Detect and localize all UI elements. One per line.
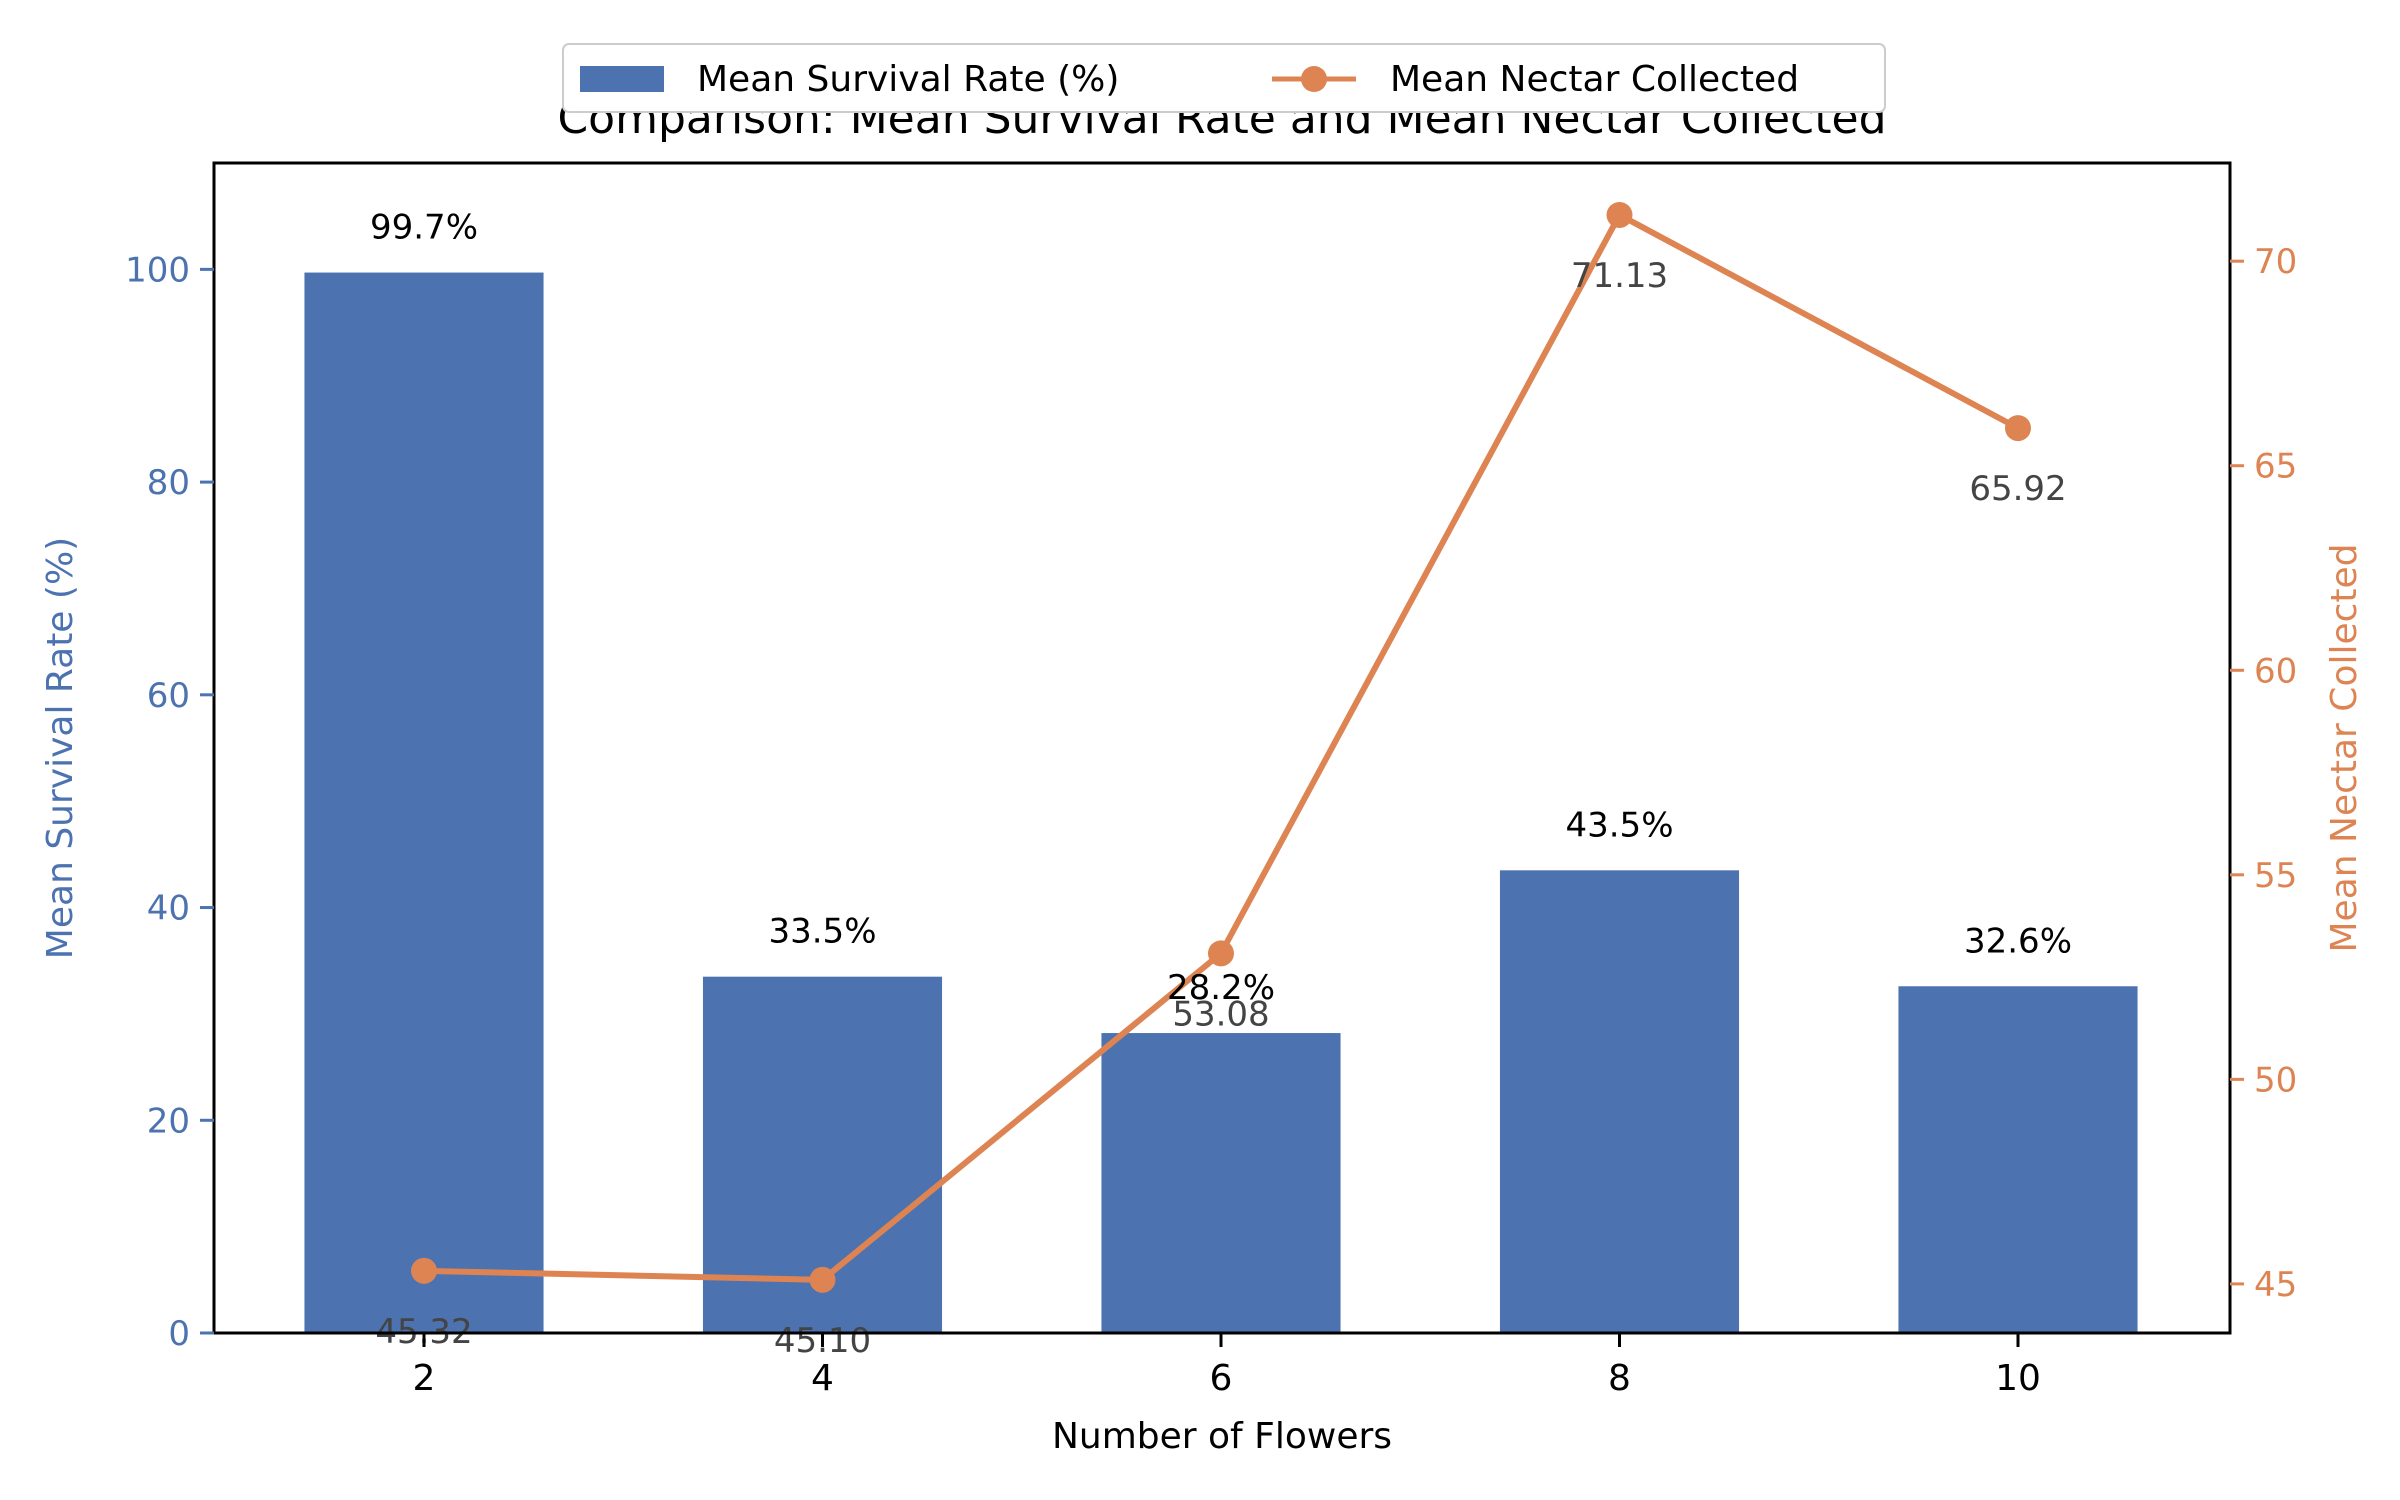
plot-area: 99.7%33.5%28.2%43.5%32.6%45.32 45.1053.08…: [212, 161, 2232, 1361]
right-tick-label: 45: [2254, 1265, 2297, 1305]
nectar-point-10: [2005, 415, 2031, 442]
x-tick-label: 6: [1210, 1358, 1233, 1399]
right-tick-label: 60: [2254, 651, 2297, 691]
legend-bar-swatch: [580, 66, 664, 92]
nectar-point-4: [809, 1266, 836, 1293]
bar-value-label: 33.5%: [768, 912, 876, 952]
nectar-value-label: 53.08: [1172, 994, 1269, 1034]
legend-bar-label: Mean Survival Rate (%): [697, 59, 1119, 100]
nectar-point-2: [411, 1257, 437, 1284]
bar-value-label: 28.2%: [1167, 968, 1275, 1008]
left-tick-label: 0: [168, 1314, 190, 1354]
left-y-axis-label: Mean Survival Rate (%): [40, 537, 81, 959]
left-y-axis: 0 20 40 60 80 100: [125, 250, 214, 1354]
bar-value-label: 99.7%: [370, 208, 478, 248]
legend: Mean Survival Rate (%) Mean Nectar Colle…: [562, 43, 1886, 113]
bar-10: [1898, 986, 2138, 1333]
x-tick-label: 8: [1608, 1358, 1631, 1399]
bar-2: [304, 272, 544, 1333]
x-axis-label: Number of Flowers: [1052, 1416, 1392, 1457]
legend-line-label: Mean Nectar Collected: [1390, 59, 1799, 100]
right-tick-label: 50: [2254, 1060, 2297, 1100]
x-axis: 2 4 6 8 10: [413, 1333, 2041, 1399]
x-tick-label: 2: [413, 1358, 436, 1399]
bar-8: [1499, 870, 1740, 1333]
legend-line-marker: [1301, 66, 1327, 92]
bar-value-label: 43.5%: [1565, 805, 1673, 845]
bar-value-label: 32.6%: [1964, 921, 2072, 961]
left-tick-label: 100: [125, 250, 190, 290]
bar-series: [304, 272, 2138, 1333]
right-y-axis: 45 50 55 60 65 70: [2230, 242, 2297, 1305]
right-tick-label: 55: [2254, 856, 2297, 896]
x-tick-label: 10: [1995, 1358, 2041, 1399]
left-tick-label: 40: [147, 889, 190, 929]
nectar-value-label: 65.92: [1969, 469, 2066, 509]
right-y-axis-label: Mean Nectar Collected: [2324, 543, 2365, 952]
line-series: [411, 201, 2031, 1293]
left-tick-label: 80: [147, 463, 190, 503]
left-tick-label: 20: [147, 1101, 190, 1141]
nectar-point-6: [1208, 940, 1234, 967]
nectar-point-8: [1606, 201, 1633, 228]
right-tick-label: 65: [2254, 447, 2297, 487]
legend-box: [562, 43, 1886, 113]
right-tick-label: 70: [2254, 242, 2297, 282]
nectar-value-label: 71.13: [1571, 256, 1668, 296]
x-tick-label: 4: [811, 1358, 834, 1399]
bar-6: [1101, 1033, 1341, 1333]
left-tick-label: 60: [147, 676, 190, 716]
